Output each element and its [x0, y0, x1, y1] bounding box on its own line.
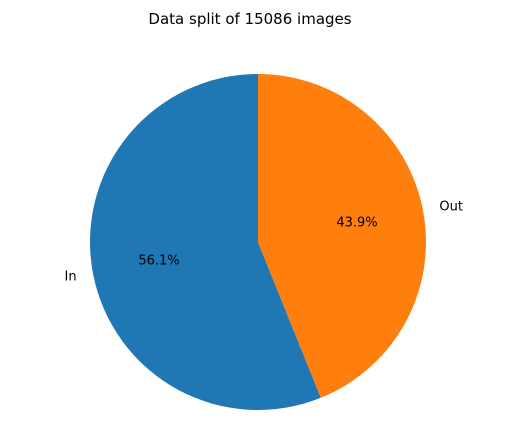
pie-labels: 56.1% In 43.9% Out [65, 199, 463, 284]
pie-percent-label: 43.9% [336, 215, 377, 230]
pie-category-label: Out [439, 199, 463, 214]
pie-slices [90, 74, 427, 411]
pie-slice-out [258, 74, 427, 398]
chart-title: Data split of 15086 images [148, 10, 351, 28]
pie-percent-label: 56.1% [138, 254, 179, 269]
pie-category-label: In [65, 270, 77, 285]
pie-slice-in [90, 74, 321, 411]
